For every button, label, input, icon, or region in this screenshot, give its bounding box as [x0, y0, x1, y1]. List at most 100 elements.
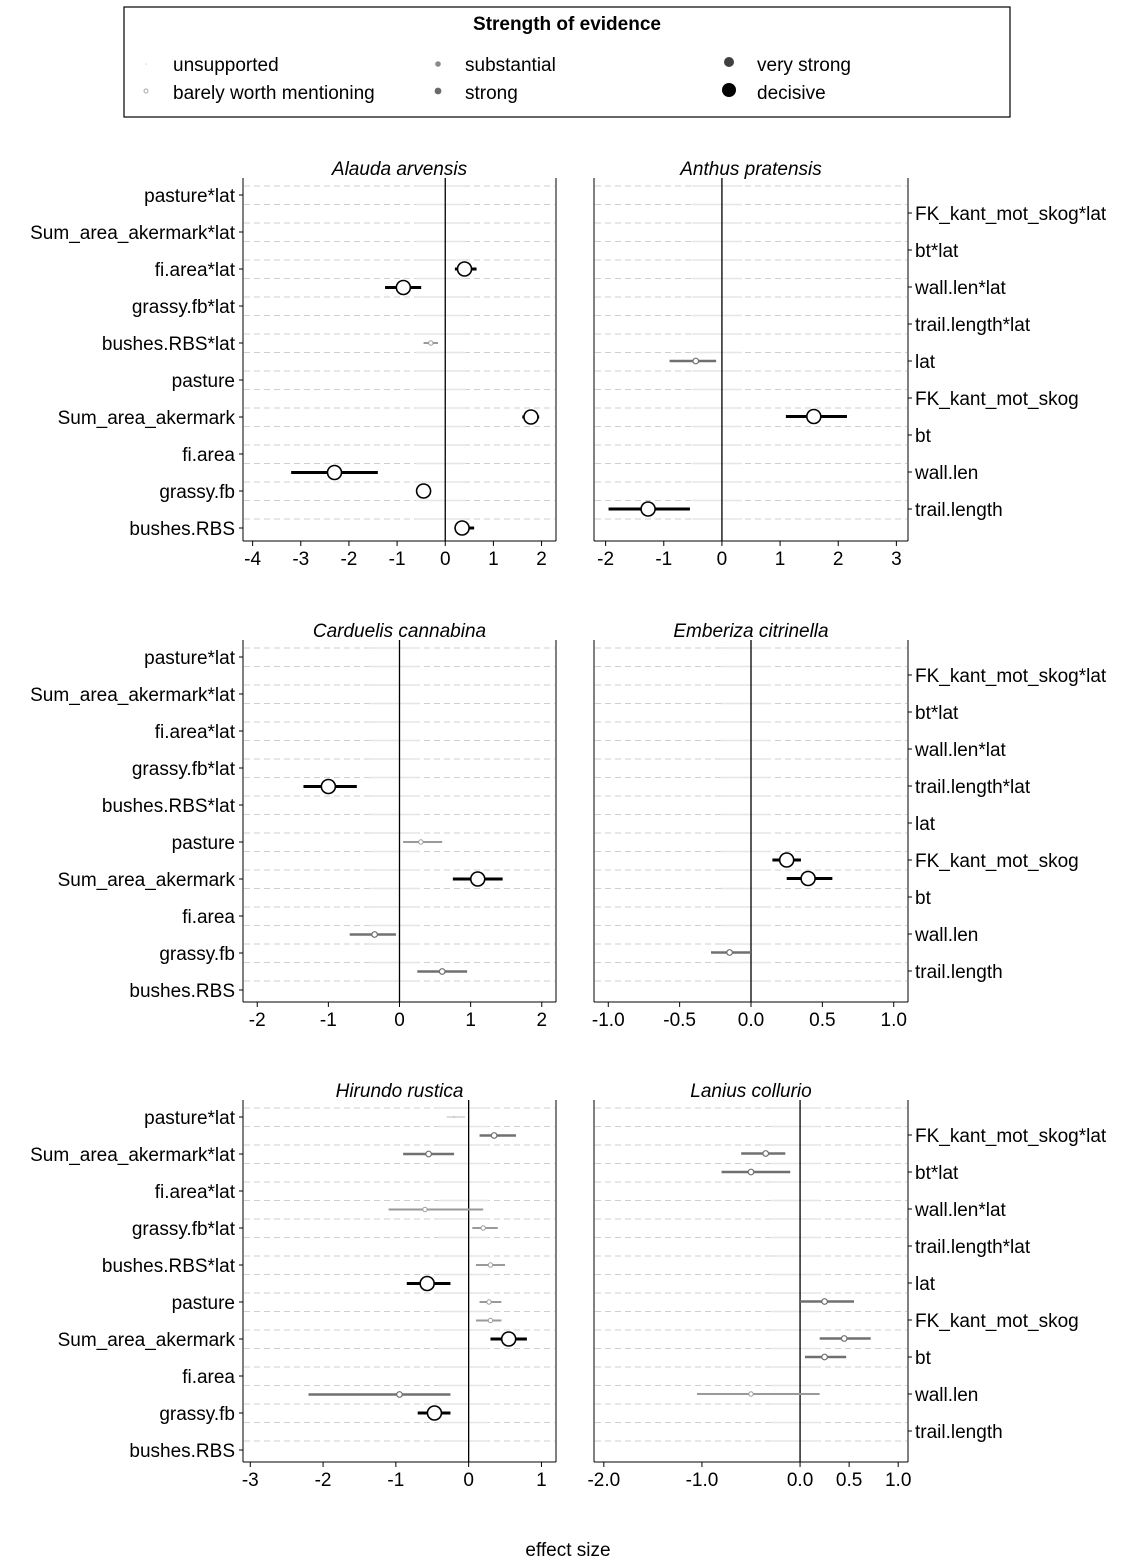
- y-tick-label: Sum_area_akermark: [58, 870, 236, 891]
- panel-5: Hirundo rustica pasture*lat Sum_area_akerm…: [30, 1081, 557, 1491]
- x-tick-label: -1.0: [686, 1470, 719, 1491]
- estimate-point: [762, 1150, 770, 1157]
- x-tick-label: 0: [717, 549, 728, 570]
- y-tick-label: pasture*lat: [144, 648, 236, 669]
- panel-title: Hirundo rustica: [336, 1081, 464, 1102]
- x-tick-label: -4: [244, 549, 261, 570]
- y-tick-label: trail.length: [915, 962, 1003, 983]
- x-tick-label: 1.0: [885, 1470, 911, 1491]
- y-tick-label: grassy.fb: [159, 944, 235, 965]
- x-tick-label: -3: [242, 1470, 259, 1491]
- panels: Alauda arvensis pasture*lat Sum_area_akerm…: [30, 159, 1107, 1491]
- y-tick-label: trail.length: [915, 500, 1003, 521]
- estimate-point: [821, 1298, 828, 1305]
- panel-title: Anthus pratensis: [679, 159, 822, 180]
- estimate-point: [800, 870, 816, 887]
- y-tick-label: fi.area*lat: [155, 722, 236, 743]
- estimate-point: [425, 1150, 433, 1158]
- estimate-point: [840, 1335, 848, 1342]
- y-tick-label: wall.len*lat: [914, 278, 1007, 299]
- x-tick-label: 0.0: [787, 1470, 813, 1491]
- legend-label-very-strong: very strong: [757, 55, 851, 76]
- y-tick-label: Sum_area_akermark*lat: [30, 223, 236, 244]
- legend-label-decisive: decisive: [757, 83, 826, 104]
- estimate-point: [452, 1115, 456, 1119]
- panel-3: Carduelis cannabina pasture*lat Sum_area_a…: [30, 621, 557, 1031]
- legend-symbol-very-strong: [724, 57, 734, 67]
- x-tick-label: 2: [536, 1010, 547, 1031]
- x-tick-label: 0.5: [836, 1470, 862, 1491]
- estimate-point: [726, 949, 733, 956]
- legend-label-strong: strong: [465, 83, 518, 104]
- x-tick-label: 1: [465, 1010, 476, 1031]
- estimate-point: [418, 839, 424, 845]
- estimate-point: [486, 1299, 492, 1305]
- y-tick-label: grassy.fb: [159, 1404, 235, 1425]
- y-tick-label: lat: [915, 1274, 936, 1295]
- x-tick-label: -1: [320, 1010, 337, 1031]
- y-tick-label: pasture: [172, 1293, 235, 1314]
- x-tick-label: -1: [389, 549, 406, 570]
- estimate-point: [747, 1168, 755, 1176]
- panel-title: Lanius collurio: [690, 1081, 811, 1102]
- y-tick-label: bt: [915, 1348, 932, 1369]
- panel-6: Lanius collurio FK_kant_mot_skog*lat bt*la…: [587, 1081, 1106, 1491]
- y-tick-label: fi.area: [182, 907, 235, 928]
- legend-symbol-barely: [143, 88, 149, 94]
- estimate-point: [428, 340, 434, 346]
- estimate-point: [487, 1262, 494, 1268]
- estimate-point: [778, 852, 795, 868]
- y-tick-label: wall.len*lat: [914, 1200, 1007, 1221]
- x-axis-label: effect size: [525, 1540, 610, 1560]
- y-tick-label: lat: [915, 814, 936, 835]
- y-tick-label: pasture*lat: [144, 1108, 236, 1129]
- estimate-point: [500, 1331, 517, 1347]
- y-tick-label: pasture: [172, 371, 235, 392]
- estimate-point: [640, 501, 656, 517]
- y-tick-label: bushes.RBS*lat: [102, 334, 236, 355]
- panel-title: Emberiza citrinella: [673, 621, 828, 642]
- y-tick-label: pasture*lat: [144, 186, 236, 207]
- estimate-point: [805, 408, 822, 425]
- estimate-point: [454, 520, 470, 536]
- y-tick-label: grassy.fb*lat: [132, 759, 236, 780]
- estimate-point: [320, 778, 337, 795]
- estimate-point: [480, 1225, 486, 1231]
- y-tick-label: fi.area*lat: [155, 260, 236, 281]
- legend-label-barely: barely worth mentioning: [173, 83, 375, 104]
- y-tick-label: wall.len*lat: [914, 740, 1007, 761]
- y-tick-label: Sum_area_akermark*lat: [30, 685, 236, 706]
- y-tick-label: bt*lat: [915, 1163, 959, 1184]
- y-tick-label: pasture: [172, 833, 235, 854]
- estimate-point: [419, 1275, 435, 1292]
- y-tick-label: bushes.RBS: [129, 519, 235, 540]
- legend-label-unsupported: unsupported: [173, 55, 279, 76]
- x-tick-label: 0: [440, 549, 451, 570]
- x-tick-label: 1: [775, 549, 786, 570]
- legend: Strength of evidence unsupported barely …: [123, 6, 1011, 118]
- y-tick-label: bt: [915, 426, 932, 447]
- y-tick-label: bt*lat: [915, 703, 959, 724]
- estimate-point: [456, 261, 473, 277]
- y-tick-label: bt: [915, 888, 932, 909]
- y-tick-label: bushes.RBS*lat: [102, 1256, 236, 1277]
- y-tick-label: FK_kant_mot_skog*lat: [915, 204, 1107, 225]
- y-tick-label: wall.len: [914, 1385, 978, 1406]
- x-tick-label: -2: [597, 549, 614, 570]
- y-tick-label: Sum_area_akermark*lat: [30, 1145, 236, 1166]
- estimate-point: [326, 464, 343, 481]
- estimate-point: [426, 1405, 443, 1421]
- legend-symbol-decisive: [722, 83, 736, 97]
- x-tick-label: 0.0: [738, 1010, 764, 1031]
- x-tick-label: 0: [394, 1010, 405, 1031]
- estimate-point: [821, 1353, 828, 1361]
- x-tick-label: 0.5: [809, 1010, 835, 1031]
- y-tick-label: wall.len: [914, 463, 978, 484]
- estimate-point: [748, 1391, 754, 1397]
- y-tick-label: bushes.RBS: [129, 981, 235, 1002]
- legend-symbol-unsupported: [145, 63, 147, 65]
- legend-symbol-strong: [434, 87, 442, 95]
- panel-title: Carduelis cannabina: [313, 621, 486, 642]
- estimate-point: [469, 871, 486, 887]
